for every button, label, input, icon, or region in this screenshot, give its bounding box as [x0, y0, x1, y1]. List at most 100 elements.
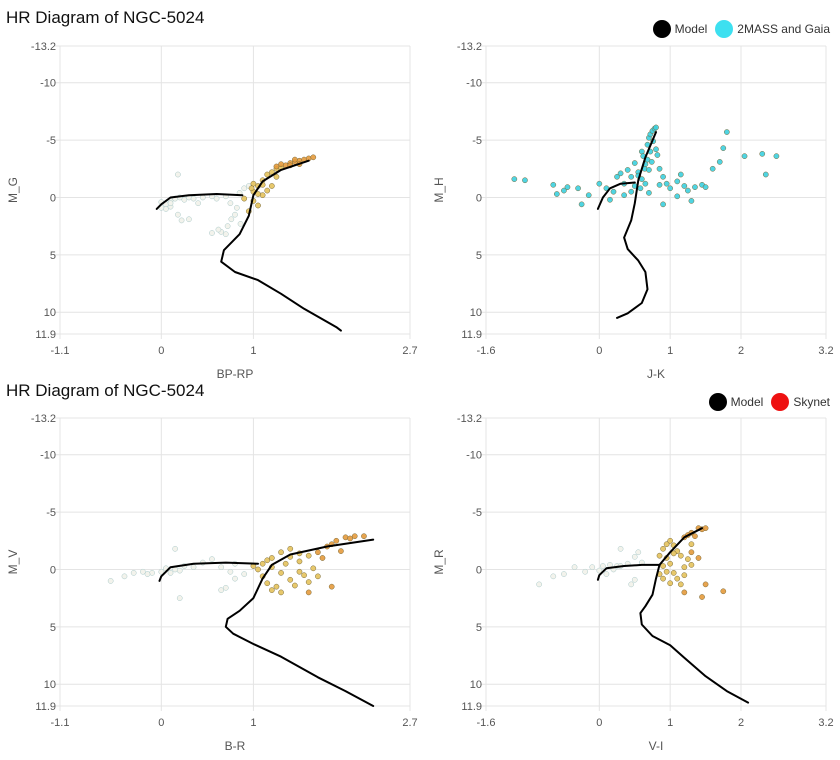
data-point-hot — [172, 545, 178, 552]
x-tick-label: 2 — [738, 345, 744, 357]
y-tick-label: -10 — [40, 78, 56, 90]
y-axis-label: M_V — [6, 550, 20, 575]
data-point-gaia — [596, 180, 603, 187]
legend-item-survey[interactable]: Skynet — [771, 393, 830, 411]
data-point-gaia — [653, 146, 659, 153]
data-point-hot — [561, 571, 567, 577]
data-point-hot — [144, 571, 151, 577]
model-isochrone-line — [639, 527, 750, 704]
data-point-gaia — [674, 193, 681, 200]
data-point-gaia — [561, 187, 567, 194]
data-point-cool — [702, 525, 709, 532]
data-point-mid — [215, 226, 222, 233]
data-point-gaia — [692, 184, 698, 190]
data-point-cool — [361, 533, 367, 540]
data-point-hot — [181, 196, 188, 203]
data-point-warm — [268, 587, 275, 593]
y-tick-label: 5 — [476, 250, 482, 262]
data-point-gaia — [575, 185, 581, 192]
legend-swatch-model — [708, 393, 727, 411]
data-point-gaia — [723, 129, 730, 135]
y-tick-label: 0 — [476, 564, 482, 576]
data-point-hot — [195, 200, 202, 207]
data-point-hot — [186, 216, 192, 223]
data-point-warm — [660, 545, 666, 552]
legend-label: Skynet — [793, 395, 830, 409]
data-point-warm — [677, 552, 684, 559]
data-point-cool — [315, 549, 321, 556]
data-point-mid — [222, 231, 229, 238]
chart-title: HR Diagram of NGC-5024 — [6, 8, 205, 27]
data-point-mid — [228, 216, 235, 223]
data-point-mid — [227, 200, 234, 207]
data-point-cool — [699, 594, 705, 600]
y-tick-label: 10 — [470, 679, 482, 691]
data-point-warm — [667, 560, 674, 567]
legend-swatch-model — [652, 20, 671, 38]
x-tick-label: 0 — [596, 717, 602, 729]
data-point-warm — [292, 582, 298, 589]
data-point-hot — [600, 563, 606, 569]
data-point-mid — [241, 185, 248, 192]
x-tick-label: 0 — [158, 717, 164, 729]
data-point-gaia — [667, 185, 674, 192]
data-point-hot — [176, 567, 183, 574]
x-tick-label: 1 — [250, 717, 256, 729]
data-point-warm — [287, 576, 294, 583]
model-isochrone-line — [596, 181, 636, 210]
data-point-gaia — [642, 180, 649, 187]
x-tick-label: 1 — [667, 717, 673, 729]
data-point-warm — [663, 541, 670, 548]
data-point-gaia — [624, 167, 631, 173]
x-tick-label: 2 — [738, 717, 744, 729]
legend-item-survey[interactable]: 2MASS and Gaia — [715, 20, 830, 38]
data-point-warm — [660, 575, 666, 582]
x-tick-label: -1.1 — [51, 345, 70, 357]
data-point-warm — [688, 541, 695, 548]
data-point-gaia — [631, 160, 638, 166]
data-point-mid — [218, 564, 225, 571]
data-point-hot — [130, 570, 137, 576]
data-point-warm — [656, 552, 663, 559]
data-point-mid — [232, 211, 238, 218]
data-point-warm — [268, 183, 275, 189]
data-point-warm — [315, 573, 321, 580]
data-point-warm — [287, 545, 294, 552]
data-point-mid — [635, 549, 642, 556]
y-tick-label: -10 — [466, 78, 482, 90]
data-point-gaia — [741, 153, 748, 160]
data-point-warm — [278, 549, 284, 556]
data-point-hot — [175, 211, 181, 218]
x-axis-label: J-K — [647, 367, 665, 381]
data-point-warm — [255, 202, 261, 209]
legend-item-model[interactable]: Model — [708, 393, 763, 411]
data-point-warm — [685, 556, 691, 562]
data-point-hot — [167, 570, 174, 576]
data-point-gaia — [685, 187, 691, 194]
y-axis-label: M_R — [432, 549, 446, 575]
y-tick-label: 0 — [50, 564, 56, 576]
data-point-mid — [631, 553, 638, 560]
legend-item-model[interactable]: Model — [652, 20, 707, 38]
y-tick-label: -5 — [472, 507, 482, 519]
data-point-warm — [305, 579, 312, 585]
data-point-hot — [582, 568, 589, 575]
data-point-warm — [667, 580, 674, 587]
data-point-warm — [259, 560, 266, 567]
data-point-warm — [264, 187, 271, 194]
y-tick-label: -13.2 — [457, 413, 482, 425]
data-point-hot — [178, 217, 185, 224]
data-point-hot — [190, 195, 197, 202]
data-point-gaia — [511, 176, 518, 182]
x-axis-label: B-R — [225, 739, 246, 753]
data-point-warm — [681, 572, 688, 579]
data-point-cool — [695, 555, 702, 561]
data-point-warm — [264, 557, 271, 564]
y-tick-label: -13.2 — [31, 41, 56, 53]
data-point-warm — [663, 568, 670, 575]
data-point-mid — [209, 230, 215, 236]
